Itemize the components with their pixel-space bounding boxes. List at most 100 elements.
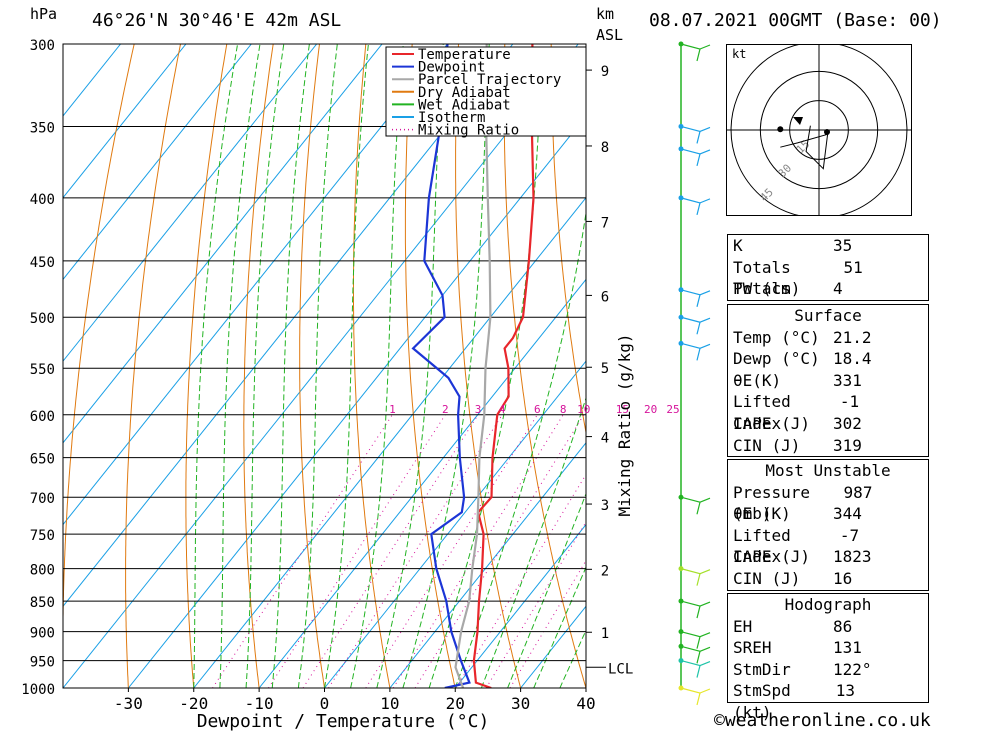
row-label: Temp (°C) (733, 327, 820, 347)
mixing-ratio-line (455, 473, 586, 688)
wind-barb-flag (699, 569, 711, 575)
row-value: 131 (833, 638, 862, 658)
wet-adiabat-line (454, 209, 586, 688)
row-value: 13 (835, 681, 855, 701)
mixing-ratio-line (302, 414, 479, 688)
pressure-tick-label: 1000 (21, 682, 55, 698)
wind-barb (680, 568, 701, 586)
wind-barb (680, 316, 701, 335)
isotherm-line (324, 360, 586, 688)
temperature-tick-label: -10 (245, 694, 274, 713)
pressure-tick-label: 650 (30, 452, 55, 468)
row-value: 1823 (833, 547, 872, 567)
isotherm-line (63, 44, 383, 444)
isotherm-line (63, 44, 318, 362)
row-label: CAPE (J) (733, 547, 811, 567)
hodo-row: SREH 131 (728, 637, 928, 659)
mixing-ratio-label: 3 (475, 403, 482, 416)
index-value: 4 (833, 279, 843, 299)
mu-row: CAPE (J) 1823 (728, 546, 928, 568)
row-label: Lifted Index (733, 525, 791, 567)
dry-adiabat-line (243, 44, 274, 688)
wet-adiabat-line (350, 44, 404, 688)
datetime-title: 08.07.2021 00GMT (Base: 00) (649, 10, 942, 31)
row-value: 344 (833, 504, 862, 524)
row-value: 987 (843, 482, 873, 502)
hodograph-start-marker (824, 129, 830, 135)
wind-barb-flag (699, 317, 711, 323)
row-value: 122° (833, 659, 872, 679)
legend-label: Dry Adiabat (418, 85, 511, 101)
temperature-tick-label: 40 (576, 694, 595, 713)
row-label: Dewp (°C) (733, 349, 820, 369)
isotherm-line (63, 44, 448, 526)
most-unstable-table: Most Unstable Pressure (mb) 987 θE (K) 344… (727, 459, 929, 591)
wind-barb (680, 43, 701, 62)
row-label: θE(K) (733, 370, 782, 390)
index-row-k: K 35 (728, 235, 928, 257)
copyright-link[interactable]: ©weatheronline.co.uk (714, 710, 931, 731)
wind-barb (680, 197, 701, 216)
row-value: -1 (839, 392, 860, 412)
hodo-row: StmSpd (kt) 13 (728, 680, 928, 722)
temperature-series-line (472, 44, 535, 688)
row-value: 302 (833, 413, 862, 433)
surface-row: Dewp (°C) 18.4 (728, 348, 928, 370)
surface-row: θE(K) 331 (728, 370, 928, 392)
location-title: 46°26'N 30°46'E 42m ASL (92, 10, 342, 31)
isotherm-line (63, 44, 187, 199)
index-value: 35 (833, 236, 853, 255)
mixing-ratio-label: 15 (616, 403, 629, 416)
mixing-ratio-label: 8 (560, 403, 567, 416)
mixing-ratio-line (414, 414, 585, 688)
hodo-row: StmDir 122° (728, 659, 928, 681)
dry-adiabat-line (299, 44, 325, 688)
surface-row: CAPE (J) 302 (728, 413, 928, 435)
legend-label: Mixing Ratio (418, 123, 519, 139)
legend-box (385, 46, 587, 137)
hodo-row: EH 86 (728, 616, 928, 638)
dewpoint-series-line (411, 44, 471, 688)
row-label: StmDir (733, 659, 791, 679)
mixing-ratio-label: 10 (577, 403, 590, 416)
temperature-tick-label: 30 (511, 694, 530, 713)
index-label: K (733, 236, 743, 255)
row-label: θE (K) (733, 504, 791, 524)
wind-barb-flag (699, 149, 711, 155)
mu-row: Lifted Index -7 (728, 525, 928, 567)
wind-barb (680, 631, 701, 649)
pressure-tick-label: 700 (30, 491, 55, 507)
temperature-tick-label: 20 (446, 694, 465, 713)
index-label: PW (cm) (733, 279, 801, 299)
km-tick-label: 9 (601, 64, 609, 80)
mixing-ratio-label: 25 (666, 403, 679, 416)
legend-label: Temperature (418, 47, 511, 63)
dry-adiabat-line (455, 44, 522, 688)
isotherm-line (127, 115, 586, 688)
pressure-tick-label: 950 (30, 655, 55, 671)
row-label: CIN (J) (733, 435, 801, 455)
dry-adiabat-line (550, 44, 586, 436)
surface-row: Lifted Index -1 (728, 391, 928, 433)
dry-adiabat-line (352, 44, 391, 688)
km-tick-label: 3 (601, 498, 609, 514)
temperature-tick-label: -20 (179, 694, 208, 713)
parcel-series-line (454, 44, 492, 688)
wind-barb (680, 148, 701, 167)
km-tick-label: 4 (601, 431, 609, 447)
hodograph-units-label: kt (732, 47, 746, 61)
hodograph-title: Hodograph (784, 595, 872, 614)
dry-adiabat-line (63, 44, 135, 688)
dry-adiabat-line (404, 44, 456, 688)
index-value: 51 (843, 257, 863, 277)
pressure-tick-label: 300 (30, 38, 55, 54)
row-label: CIN (J) (733, 568, 801, 588)
km-tick-label: 1 (601, 626, 609, 642)
surface-row: Temp (°C) 21.2 (728, 327, 928, 349)
km-tick-label: 8 (601, 140, 609, 156)
pressure-tick-label: 350 (30, 120, 55, 136)
mixing-ratio-line (392, 414, 564, 688)
row-label: Pressure (mb) (733, 482, 811, 524)
index-row-pw: PW (cm) 4 (728, 278, 928, 300)
